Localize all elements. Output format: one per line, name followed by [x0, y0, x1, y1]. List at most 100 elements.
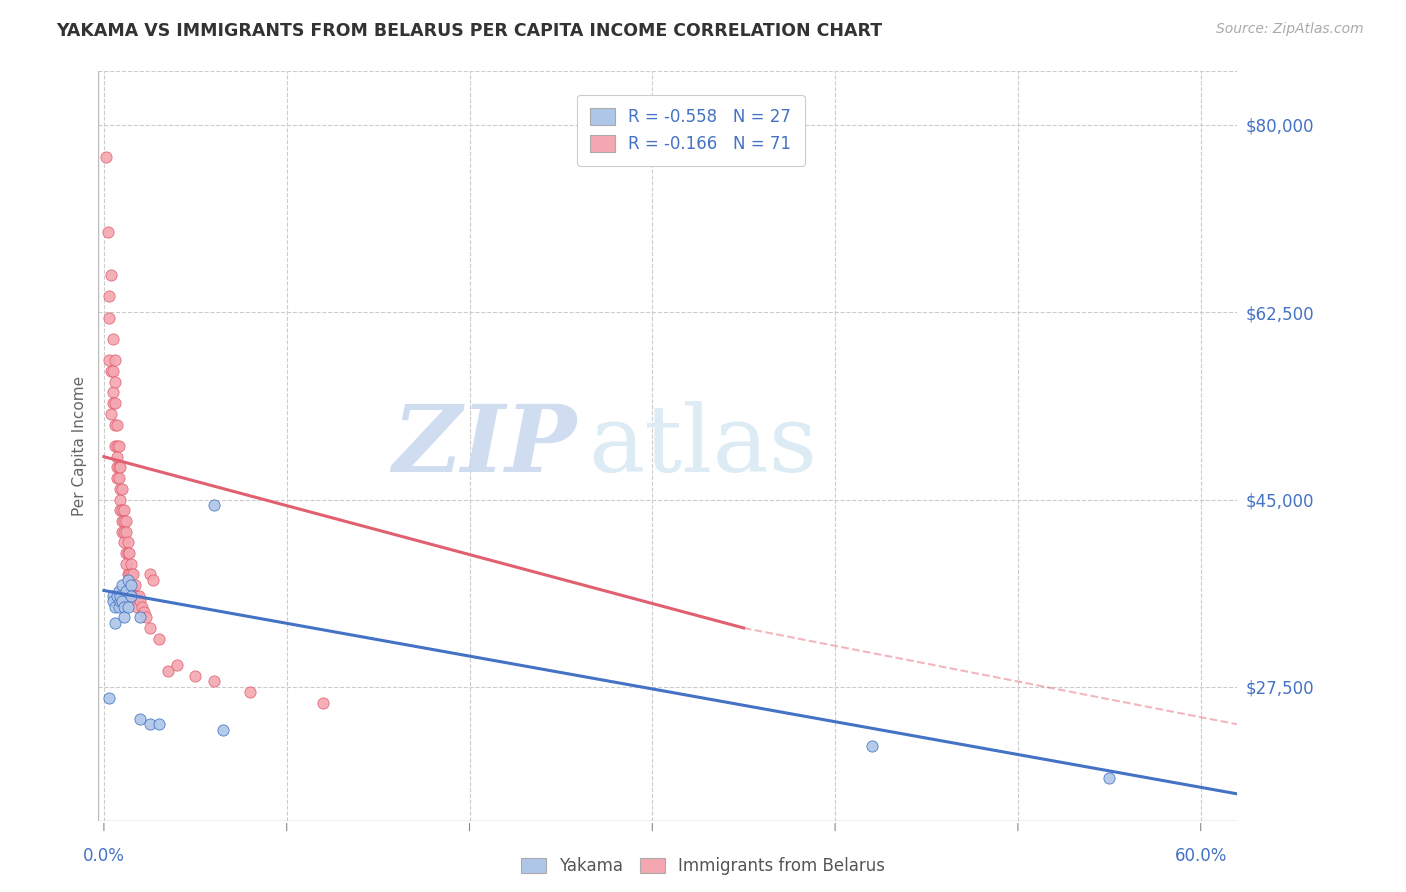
Point: [98, 310, 121, 325]
Point: [134, 605, 156, 619]
Point: [138, 621, 160, 635]
Point: [860, 739, 883, 753]
Point: [120, 578, 142, 592]
Point: [117, 599, 139, 614]
Point: [120, 589, 142, 603]
Point: [129, 594, 152, 608]
Point: [112, 503, 135, 517]
Point: [166, 658, 188, 673]
Point: [104, 417, 127, 432]
Point: [211, 723, 233, 737]
Point: [112, 535, 135, 549]
Point: [129, 610, 152, 624]
Point: [110, 594, 132, 608]
Point: [148, 632, 170, 646]
Point: [104, 396, 127, 410]
Point: [112, 599, 135, 614]
Point: [101, 589, 124, 603]
Text: ZIP: ZIP: [392, 401, 576, 491]
Point: [105, 460, 128, 475]
Point: [101, 364, 124, 378]
Point: [184, 669, 207, 683]
Point: [110, 589, 132, 603]
Point: [117, 567, 139, 582]
Point: [105, 439, 128, 453]
Point: [131, 599, 153, 614]
Point: [110, 460, 132, 475]
Point: [138, 717, 160, 731]
Point: [105, 450, 128, 464]
Point: [94, 150, 117, 164]
Point: [105, 589, 128, 603]
Point: [111, 594, 134, 608]
Point: [107, 583, 129, 598]
Point: [97, 225, 120, 239]
Point: [101, 396, 124, 410]
Point: [105, 417, 128, 432]
Point: [124, 578, 146, 592]
Point: [104, 375, 127, 389]
Point: [118, 578, 141, 592]
Point: [129, 712, 152, 726]
Point: [101, 385, 124, 400]
Point: [124, 589, 146, 603]
Point: [120, 557, 142, 571]
Point: [148, 717, 170, 731]
Point: [111, 482, 134, 496]
Point: [112, 610, 135, 624]
Point: [128, 589, 150, 603]
Point: [107, 599, 129, 614]
Point: [112, 514, 135, 528]
Point: [138, 567, 160, 582]
Point: [110, 482, 132, 496]
Point: [202, 498, 225, 512]
Point: [110, 503, 132, 517]
Point: [100, 268, 122, 282]
Point: [104, 439, 127, 453]
Point: [202, 674, 225, 689]
Point: [111, 503, 134, 517]
Point: [118, 567, 141, 582]
Point: [111, 578, 134, 592]
Text: 60.0%: 60.0%: [1174, 847, 1227, 865]
Point: [111, 514, 134, 528]
Point: [98, 289, 121, 303]
Point: [115, 514, 138, 528]
Point: [117, 535, 139, 549]
Point: [98, 690, 121, 705]
Point: [239, 685, 262, 699]
Point: [115, 583, 138, 598]
Point: [100, 364, 122, 378]
Point: [312, 696, 335, 710]
Point: [112, 524, 135, 539]
Point: [98, 353, 121, 368]
Point: [122, 567, 145, 582]
Point: [156, 664, 179, 678]
Point: [101, 332, 124, 346]
Point: [104, 353, 127, 368]
Point: [142, 573, 165, 587]
Legend: R = -0.558   N = 27, R = -0.166   N = 71: R = -0.558 N = 27, R = -0.166 N = 71: [576, 95, 804, 166]
Point: [104, 615, 127, 630]
Point: [107, 439, 129, 453]
Point: [1098, 771, 1121, 785]
Point: [117, 573, 139, 587]
Point: [125, 589, 148, 603]
Point: [117, 546, 139, 560]
Point: [101, 594, 124, 608]
Point: [118, 546, 141, 560]
Point: [115, 524, 138, 539]
Point: [111, 524, 134, 539]
Point: [110, 492, 132, 507]
Point: [115, 557, 138, 571]
Point: [115, 546, 138, 560]
Y-axis label: Per Capita Income: Per Capita Income: [72, 376, 87, 516]
Point: [105, 471, 128, 485]
Point: [100, 407, 122, 421]
Legend: Yakama, Immigrants from Belarus: Yakama, Immigrants from Belarus: [513, 849, 893, 884]
Text: Source: ZipAtlas.com: Source: ZipAtlas.com: [1216, 22, 1364, 37]
Point: [125, 599, 148, 614]
Text: 0.0%: 0.0%: [83, 847, 125, 865]
Point: [135, 610, 157, 624]
Text: atlas: atlas: [588, 401, 817, 491]
